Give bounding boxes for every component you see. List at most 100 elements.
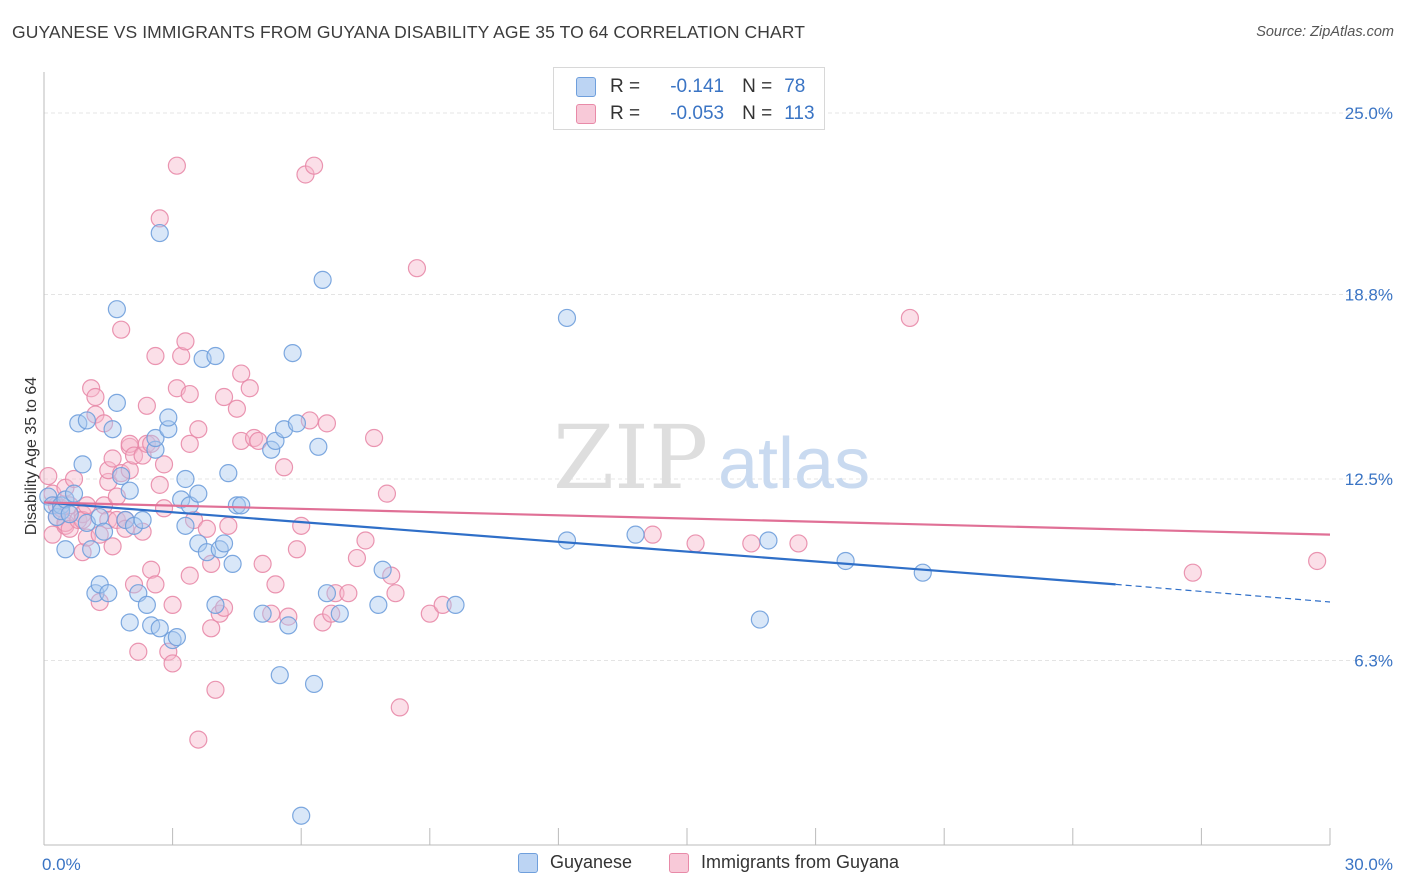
guyanese-point (309, 437, 328, 456)
immigrants-point (433, 595, 452, 615)
r-label: R = (610, 76, 641, 97)
legend-swatch-pink (669, 852, 689, 873)
guyanese-point (112, 466, 131, 486)
immigrants-point (377, 484, 397, 503)
guyanese-point (137, 595, 156, 615)
immigrants-point (39, 466, 58, 486)
immigrants-point (202, 619, 221, 638)
guyanese-point (99, 584, 118, 603)
guyanese-points (39, 223, 932, 825)
gridlines (44, 112, 1392, 662)
guyanese-point (270, 666, 289, 685)
guyanese-point (232, 496, 251, 515)
y-tick-label: 12.5% (1345, 470, 1393, 489)
guyanese-point (304, 674, 324, 694)
guyanese-point (253, 604, 272, 623)
guyanese-point (77, 411, 96, 430)
guyanese-point (150, 223, 169, 243)
guyanese-point (214, 534, 234, 553)
guyanese-point (159, 408, 178, 427)
guyanese-point (90, 507, 109, 527)
guyanese-point (107, 393, 126, 412)
immigrants-point (643, 525, 662, 544)
immigrants-point (150, 475, 169, 494)
immigrants-point (232, 364, 251, 383)
watermark-zip: ZIP (553, 406, 708, 509)
immigrants-point (266, 575, 285, 594)
immigrants-point (172, 346, 191, 366)
legend-swatch-blue (576, 77, 596, 97)
immigrants-point (129, 642, 148, 661)
guyanese-point (262, 440, 281, 459)
immigrants-point (686, 534, 705, 553)
immigrants-point (137, 396, 156, 415)
immigrants-point (742, 534, 761, 553)
guyanese-point (103, 420, 122, 439)
legend-item-immigrants[interactable]: Immigrants from Guyana (669, 852, 899, 873)
immigrants-point (214, 387, 234, 407)
immigrants-point (103, 449, 122, 468)
immigrants-point (112, 320, 131, 339)
immigrants-points (39, 156, 1327, 749)
guyanese-point (73, 455, 92, 474)
guyanese-point (56, 540, 75, 559)
immigrants-point (163, 595, 182, 615)
immigrants-point (146, 346, 165, 366)
guyanese-point (120, 481, 139, 500)
immigrants-point (789, 534, 808, 553)
immigrants-point (176, 332, 195, 351)
series-legend: Guyanese Immigrants from Guyana (0, 852, 1406, 878)
guyanese-point (330, 604, 349, 623)
immigrants-point (339, 584, 358, 603)
r-label: R = (610, 103, 641, 124)
legend-row-guyanese: R = -0.141 N = 78 (576, 75, 805, 99)
guyanese-point (206, 346, 225, 366)
guyanese-point (146, 428, 165, 448)
guyanese-point (206, 595, 225, 615)
r-value: -0.053 (670, 103, 725, 124)
immigrants-point (1183, 563, 1202, 582)
legend-swatch-pink (576, 104, 596, 124)
guyanese-point (60, 505, 79, 524)
guyanese-point (94, 522, 114, 541)
guyanese-point (189, 484, 208, 503)
guyanese-point (150, 619, 169, 638)
guyanese-point (219, 464, 238, 483)
guyanese-point (913, 563, 932, 582)
immigrants-trend-line (43, 501, 1331, 536)
y-tick-label: 18.8% (1345, 286, 1393, 305)
y-tick-label: 6.3% (1354, 652, 1393, 671)
guyanese-point (176, 516, 195, 535)
immigrants-point (202, 554, 221, 574)
guyanese-point (557, 308, 577, 328)
immigrants-point (287, 540, 307, 559)
x-tick-label: 0.0% (42, 855, 81, 874)
legend-item-guyanese[interactable]: Guyanese (518, 852, 632, 873)
guyanese-point (626, 525, 645, 544)
immigrants-point (197, 519, 216, 538)
immigrants-point (347, 548, 367, 568)
n-value: 113 (784, 103, 815, 124)
r-value: -0.141 (670, 76, 725, 97)
immigrants-point (142, 560, 161, 579)
immigrants-point (227, 399, 246, 418)
guyanese-point (373, 560, 392, 579)
immigrants-point (274, 458, 294, 477)
watermark: ZIP atlas (553, 406, 870, 509)
guyanese-point (133, 510, 152, 530)
guyanese-trend-extension (1115, 583, 1331, 603)
immigrants-point (364, 428, 384, 448)
n-value: 78 (784, 76, 806, 97)
legend-label: Immigrants from Guyana (701, 852, 900, 872)
immigrants-point (146, 575, 165, 594)
immigrants-point (407, 259, 427, 278)
guyanese-point (107, 300, 126, 319)
guyanese-point (292, 806, 311, 825)
immigrants-point (900, 308, 920, 328)
n-label: N = (742, 103, 773, 124)
immigrants-point (189, 730, 208, 749)
immigrants-point (163, 654, 182, 673)
guyanese-point (283, 343, 302, 363)
guyanese-point (750, 610, 769, 629)
